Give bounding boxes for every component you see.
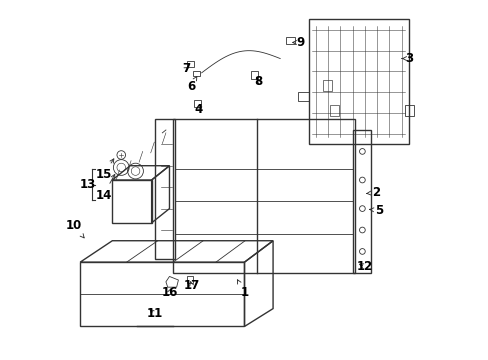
Text: 16: 16 <box>161 286 177 299</box>
Text: 17: 17 <box>183 279 199 292</box>
Bar <box>187 276 192 283</box>
Text: 3: 3 <box>401 52 412 65</box>
Bar <box>194 100 201 107</box>
Bar <box>323 80 331 91</box>
Bar <box>405 105 413 116</box>
Text: 7: 7 <box>182 62 190 75</box>
Bar <box>285 37 295 44</box>
Bar <box>329 105 339 116</box>
Text: 14: 14 <box>95 174 115 202</box>
Text: 5: 5 <box>369 204 383 217</box>
Text: 12: 12 <box>356 260 373 273</box>
Bar <box>298 93 308 102</box>
Text: 8: 8 <box>254 75 263 88</box>
Text: 10: 10 <box>65 219 84 238</box>
Text: 11: 11 <box>146 307 163 320</box>
Bar <box>192 71 200 76</box>
Text: 1: 1 <box>237 280 248 299</box>
Bar <box>187 62 193 67</box>
Text: 6: 6 <box>186 77 197 93</box>
Text: 13: 13 <box>79 178 95 191</box>
Text: 4: 4 <box>194 103 203 116</box>
Text: 2: 2 <box>366 186 380 199</box>
Text: 9: 9 <box>292 36 305 49</box>
Bar <box>250 71 258 79</box>
Text: 15: 15 <box>95 159 114 181</box>
